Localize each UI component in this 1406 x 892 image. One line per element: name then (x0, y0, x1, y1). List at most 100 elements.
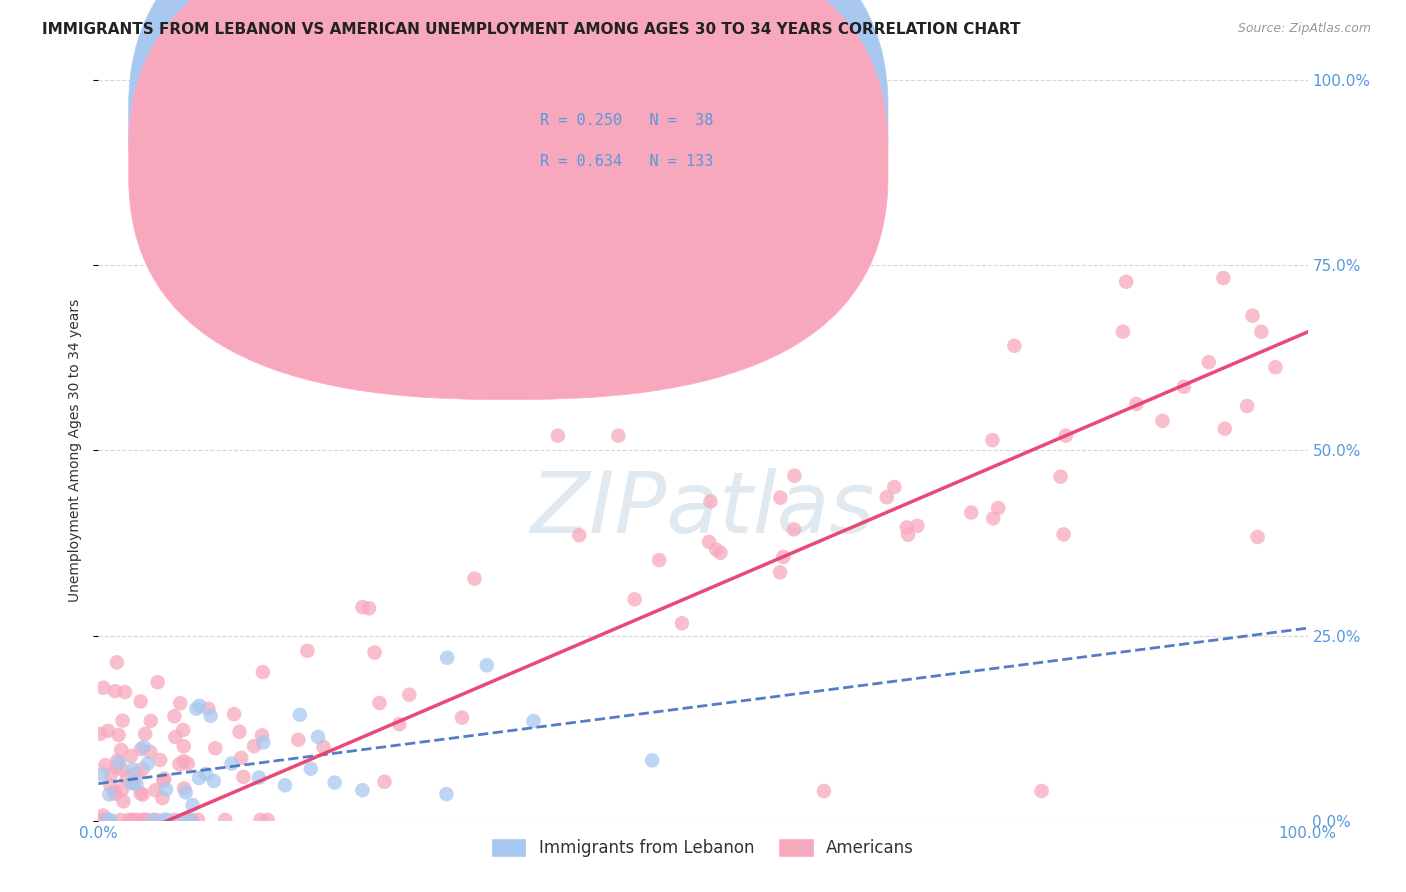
Point (186, 702, 208, 716)
Point (111, 714, 134, 728)
Point (697, 535, 720, 549)
Point (114, 685, 136, 699)
Point (252, 735, 274, 749)
Point (91, 813, 114, 827)
Point (250, 728, 273, 742)
Point (146, 675, 169, 690)
Point (214, 813, 236, 827)
Point (769, 491, 792, 505)
Point (769, 566, 792, 580)
Point (121, 813, 143, 827)
Text: Source: ZipAtlas.com: Source: ZipAtlas.com (1237, 22, 1371, 36)
Point (93, 813, 115, 827)
Point (221, 756, 243, 771)
Point (352, 600, 374, 615)
Point (623, 592, 645, 607)
Point (463, 572, 485, 586)
Point (1031, 784, 1053, 798)
Point (1049, 469, 1071, 483)
Point (108, 756, 131, 770)
Point (122, 775, 145, 789)
Point (105, 656, 128, 670)
Point (699, 494, 721, 508)
Point (188, 698, 211, 713)
FancyBboxPatch shape (129, 0, 889, 400)
Point (243, 739, 266, 754)
Point (132, 739, 155, 754)
Point (413, 340, 436, 354)
Point (139, 745, 162, 759)
Point (111, 763, 134, 777)
Point (568, 528, 591, 542)
Point (287, 732, 309, 747)
Point (475, 658, 498, 673)
Point (152, 773, 174, 788)
Point (131, 788, 153, 802)
Point (960, 506, 983, 520)
Point (121, 776, 143, 790)
Point (173, 739, 195, 754)
Text: R = 0.250   N =  38: R = 0.250 N = 38 (540, 113, 713, 128)
Point (172, 813, 194, 827)
Point (94, 813, 117, 827)
Point (169, 696, 191, 710)
Point (297, 644, 319, 658)
Point (1213, 422, 1236, 436)
FancyBboxPatch shape (129, 0, 889, 359)
Point (1212, 271, 1234, 285)
Point (117, 813, 139, 827)
Point (323, 775, 346, 789)
Point (1246, 530, 1268, 544)
Point (368, 696, 391, 710)
Text: ZIPatlas: ZIPatlas (531, 468, 875, 551)
Point (97, 723, 120, 738)
Point (179, 813, 201, 827)
Point (1250, 325, 1272, 339)
Point (153, 813, 176, 827)
Point (232, 770, 254, 784)
Point (883, 480, 905, 494)
Point (163, 813, 186, 827)
Point (98, 778, 121, 792)
Point (709, 546, 731, 560)
Point (145, 783, 167, 797)
Point (247, 771, 270, 785)
Point (94, 813, 117, 827)
Point (98, 788, 121, 802)
Point (451, 710, 474, 724)
Point (134, 727, 156, 741)
Point (120, 748, 142, 763)
Point (202, 774, 225, 789)
Point (299, 762, 322, 776)
Point (1112, 325, 1135, 339)
Point (547, 428, 569, 442)
Point (357, 601, 380, 615)
Point (181, 798, 204, 813)
Point (156, 813, 179, 827)
Point (132, 813, 155, 827)
Point (115, 772, 138, 786)
Point (474, 384, 496, 399)
Point (783, 468, 806, 483)
Legend: Immigrants from Lebanon, Americans: Immigrants from Lebanon, Americans (485, 832, 921, 864)
Point (436, 650, 458, 665)
Point (194, 767, 217, 781)
Point (783, 522, 806, 536)
Point (398, 688, 420, 702)
Point (152, 791, 174, 805)
Point (1173, 380, 1195, 394)
Point (256, 813, 278, 827)
Point (222, 707, 245, 722)
Point (204, 741, 226, 756)
Point (1002, 339, 1025, 353)
Point (103, 785, 125, 799)
Point (174, 785, 197, 799)
Point (1241, 309, 1264, 323)
Point (127, 813, 149, 827)
Point (312, 739, 335, 754)
Point (981, 433, 1004, 447)
Text: IMMIGRANTS FROM LEBANON VS AMERICAN UNEMPLOYMENT AMONG AGES 30 TO 34 YEARS CORRE: IMMIGRANTS FROM LEBANON VS AMERICAN UNEM… (42, 22, 1021, 37)
Point (641, 753, 664, 767)
Point (125, 777, 148, 791)
Point (134, 813, 156, 827)
